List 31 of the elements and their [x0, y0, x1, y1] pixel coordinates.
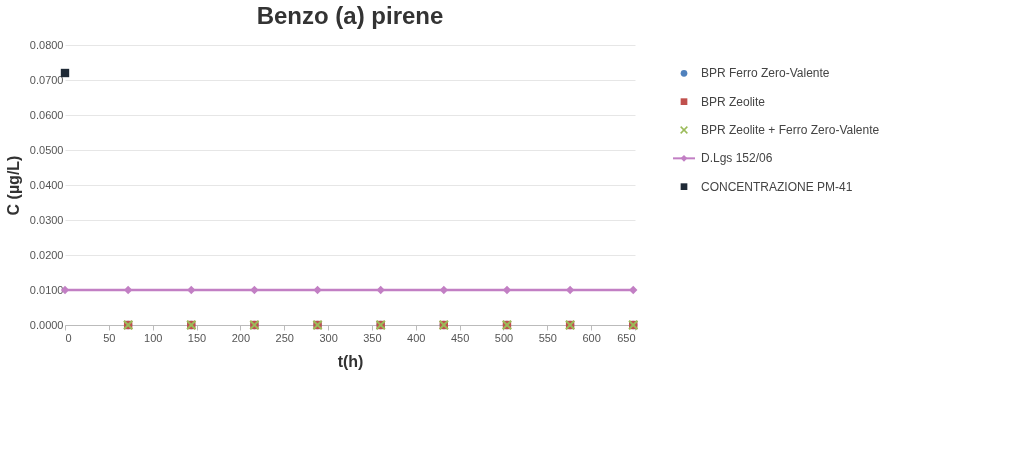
y-tick-label: 0.0500: [29, 143, 64, 156]
x-tick-label: 50: [103, 331, 116, 344]
y-tick-label: 0.0000: [29, 318, 64, 331]
x-tick-label: 0: [65, 331, 72, 344]
x-tick-label: 650: [617, 331, 636, 344]
legend-label: BPR Zeolite: [701, 94, 766, 109]
y-tick-label: 0.0400: [29, 178, 64, 191]
y-tick-label: 0.0100: [29, 283, 64, 296]
chart-title: Benzo (a) pirene: [256, 2, 444, 29]
x-tick-label: 550: [538, 331, 557, 344]
legend-label: BPR Zeolite + Ferro Zero-Valente: [701, 123, 880, 137]
y-tick-label: 0.0700: [29, 73, 64, 86]
x-axis-title: t(h): [337, 352, 364, 370]
x-tick-label: 400: [407, 331, 426, 344]
legend-label: CONCENTRAZIONE PM-41: [701, 179, 853, 194]
y-tick-label: 0.0200: [29, 248, 64, 261]
x-tick-label: 150: [187, 331, 207, 344]
x-tick-label: 100: [144, 331, 163, 344]
y-axis-title: C (µg/L): [4, 155, 22, 216]
x-tick-label: 350: [363, 331, 382, 344]
y-tick-label: 0.0300: [29, 213, 64, 226]
x-tick-label: 600: [582, 331, 601, 344]
legend-label: D.Lgs 152/06: [701, 151, 773, 166]
x-tick-label: 500: [494, 331, 514, 344]
legend-label: BPR Ferro Zero-Valente: [701, 66, 830, 81]
x-tick-label: 200: [231, 331, 251, 344]
x-tick-label: 300: [319, 331, 338, 344]
y-tick-label: 0.0800: [29, 38, 64, 51]
x-tick-label: 250: [275, 331, 294, 344]
y-tick-label: 0.0600: [29, 108, 64, 121]
x-tick-label: 450: [450, 331, 470, 344]
